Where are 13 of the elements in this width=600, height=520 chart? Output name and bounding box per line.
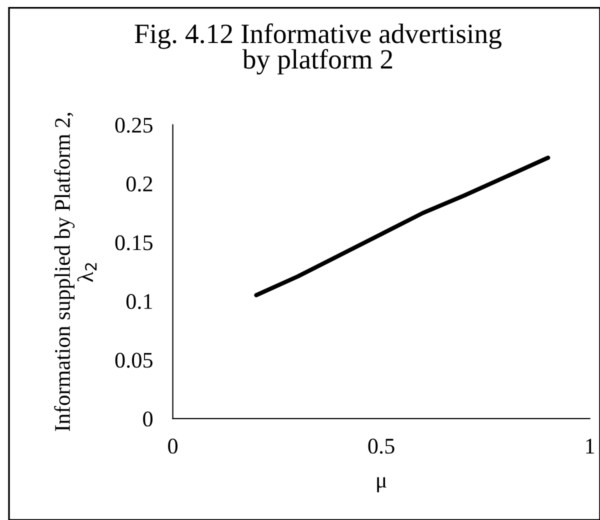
y-tick-label: 0.2 [126,176,152,192]
x-tick-label: 1 [586,438,594,454]
x-axis-title: μ [377,477,386,492]
line-series [254,156,550,298]
x-tick-label: 0.5 [368,438,394,454]
x-tick-label: 0 [168,438,178,454]
chart-title: Fig. 4.12 Informative advertising by platform 2 [134,23,502,74]
y-tick-label: 0.15 [115,235,152,250]
y-tick-label: 0.1 [126,294,152,310]
y-tick-label: 0.25 [115,118,152,133]
y-tick-label: 0 [143,412,153,427]
y-tick-label: 0.05 [115,352,152,368]
y-axis-title: Information supplied by Platform 2, λ$_{2}$ [54,112,97,432]
